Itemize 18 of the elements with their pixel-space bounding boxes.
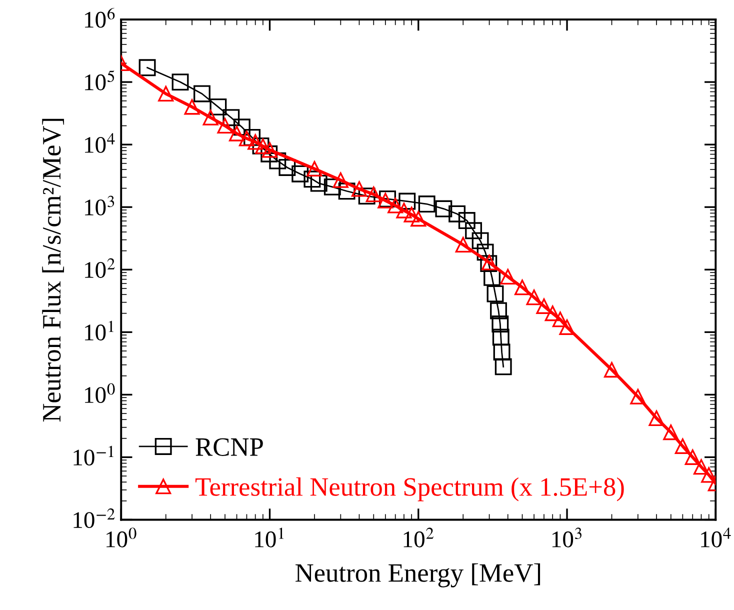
y-tick-label: 10$^{−1}$: [74, 446, 114, 466]
y-tick-label: 10$^{0}$: [85, 383, 115, 403]
y-tick-label: 10$^{4}$: [85, 133, 115, 153]
x-axis-title: Neutron Energy [MeV]: [296, 563, 540, 588]
y-tick-label: 10$^{6}$: [85, 8, 115, 28]
y-tick-label: 10$^{−2}$: [74, 508, 115, 528]
legend-label: Terrestrial Neutron Spectrum (x 1.5E+8): [195, 477, 624, 502]
legend-label: RCNP: [196, 438, 263, 456]
x-tick-label: 10$^{2}$: [404, 528, 434, 548]
y-tick-label: 10$^{1}$: [85, 320, 114, 340]
y-tick-label: 10$^{5}$: [85, 70, 114, 90]
y-tick-label: 10$^{3}$: [85, 196, 114, 216]
x-tick-label: 10$^{1}$: [255, 528, 284, 548]
x-tick-label: 10$^{4}$: [701, 528, 731, 548]
y-axis-title: Neutron Flux [n/s/cm²/MeV]: [42, 118, 64, 422]
x-tick-label: 10$^{3}$: [552, 528, 582, 548]
y-tick-label: 10$^{2}$: [85, 258, 115, 278]
x-tick-label: 10$^{0}$: [106, 528, 136, 548]
